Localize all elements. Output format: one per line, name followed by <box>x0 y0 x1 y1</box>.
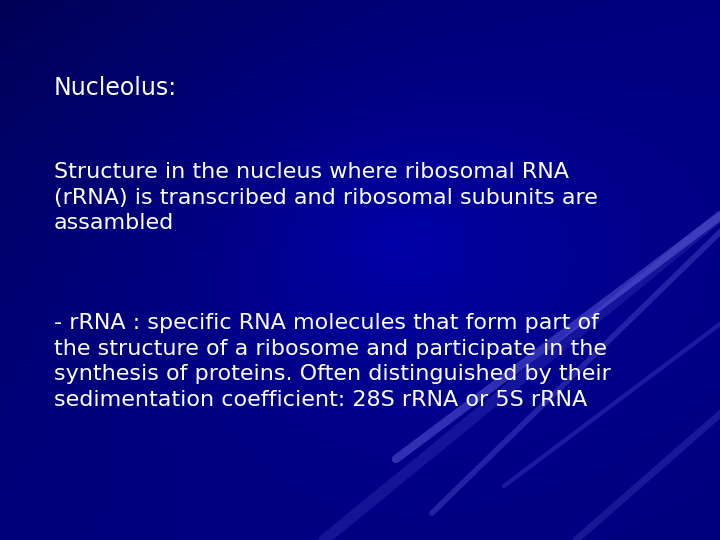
Text: Nucleolus:: Nucleolus: <box>54 76 177 99</box>
Text: Structure in the nucleus where ribosomal RNA
(rRNA) is transcribed and ribosomal: Structure in the nucleus where ribosomal… <box>54 162 598 233</box>
Text: - rRNA : specific RNA molecules that form part of
the structure of a ribosome an: - rRNA : specific RNA molecules that for… <box>54 313 611 410</box>
